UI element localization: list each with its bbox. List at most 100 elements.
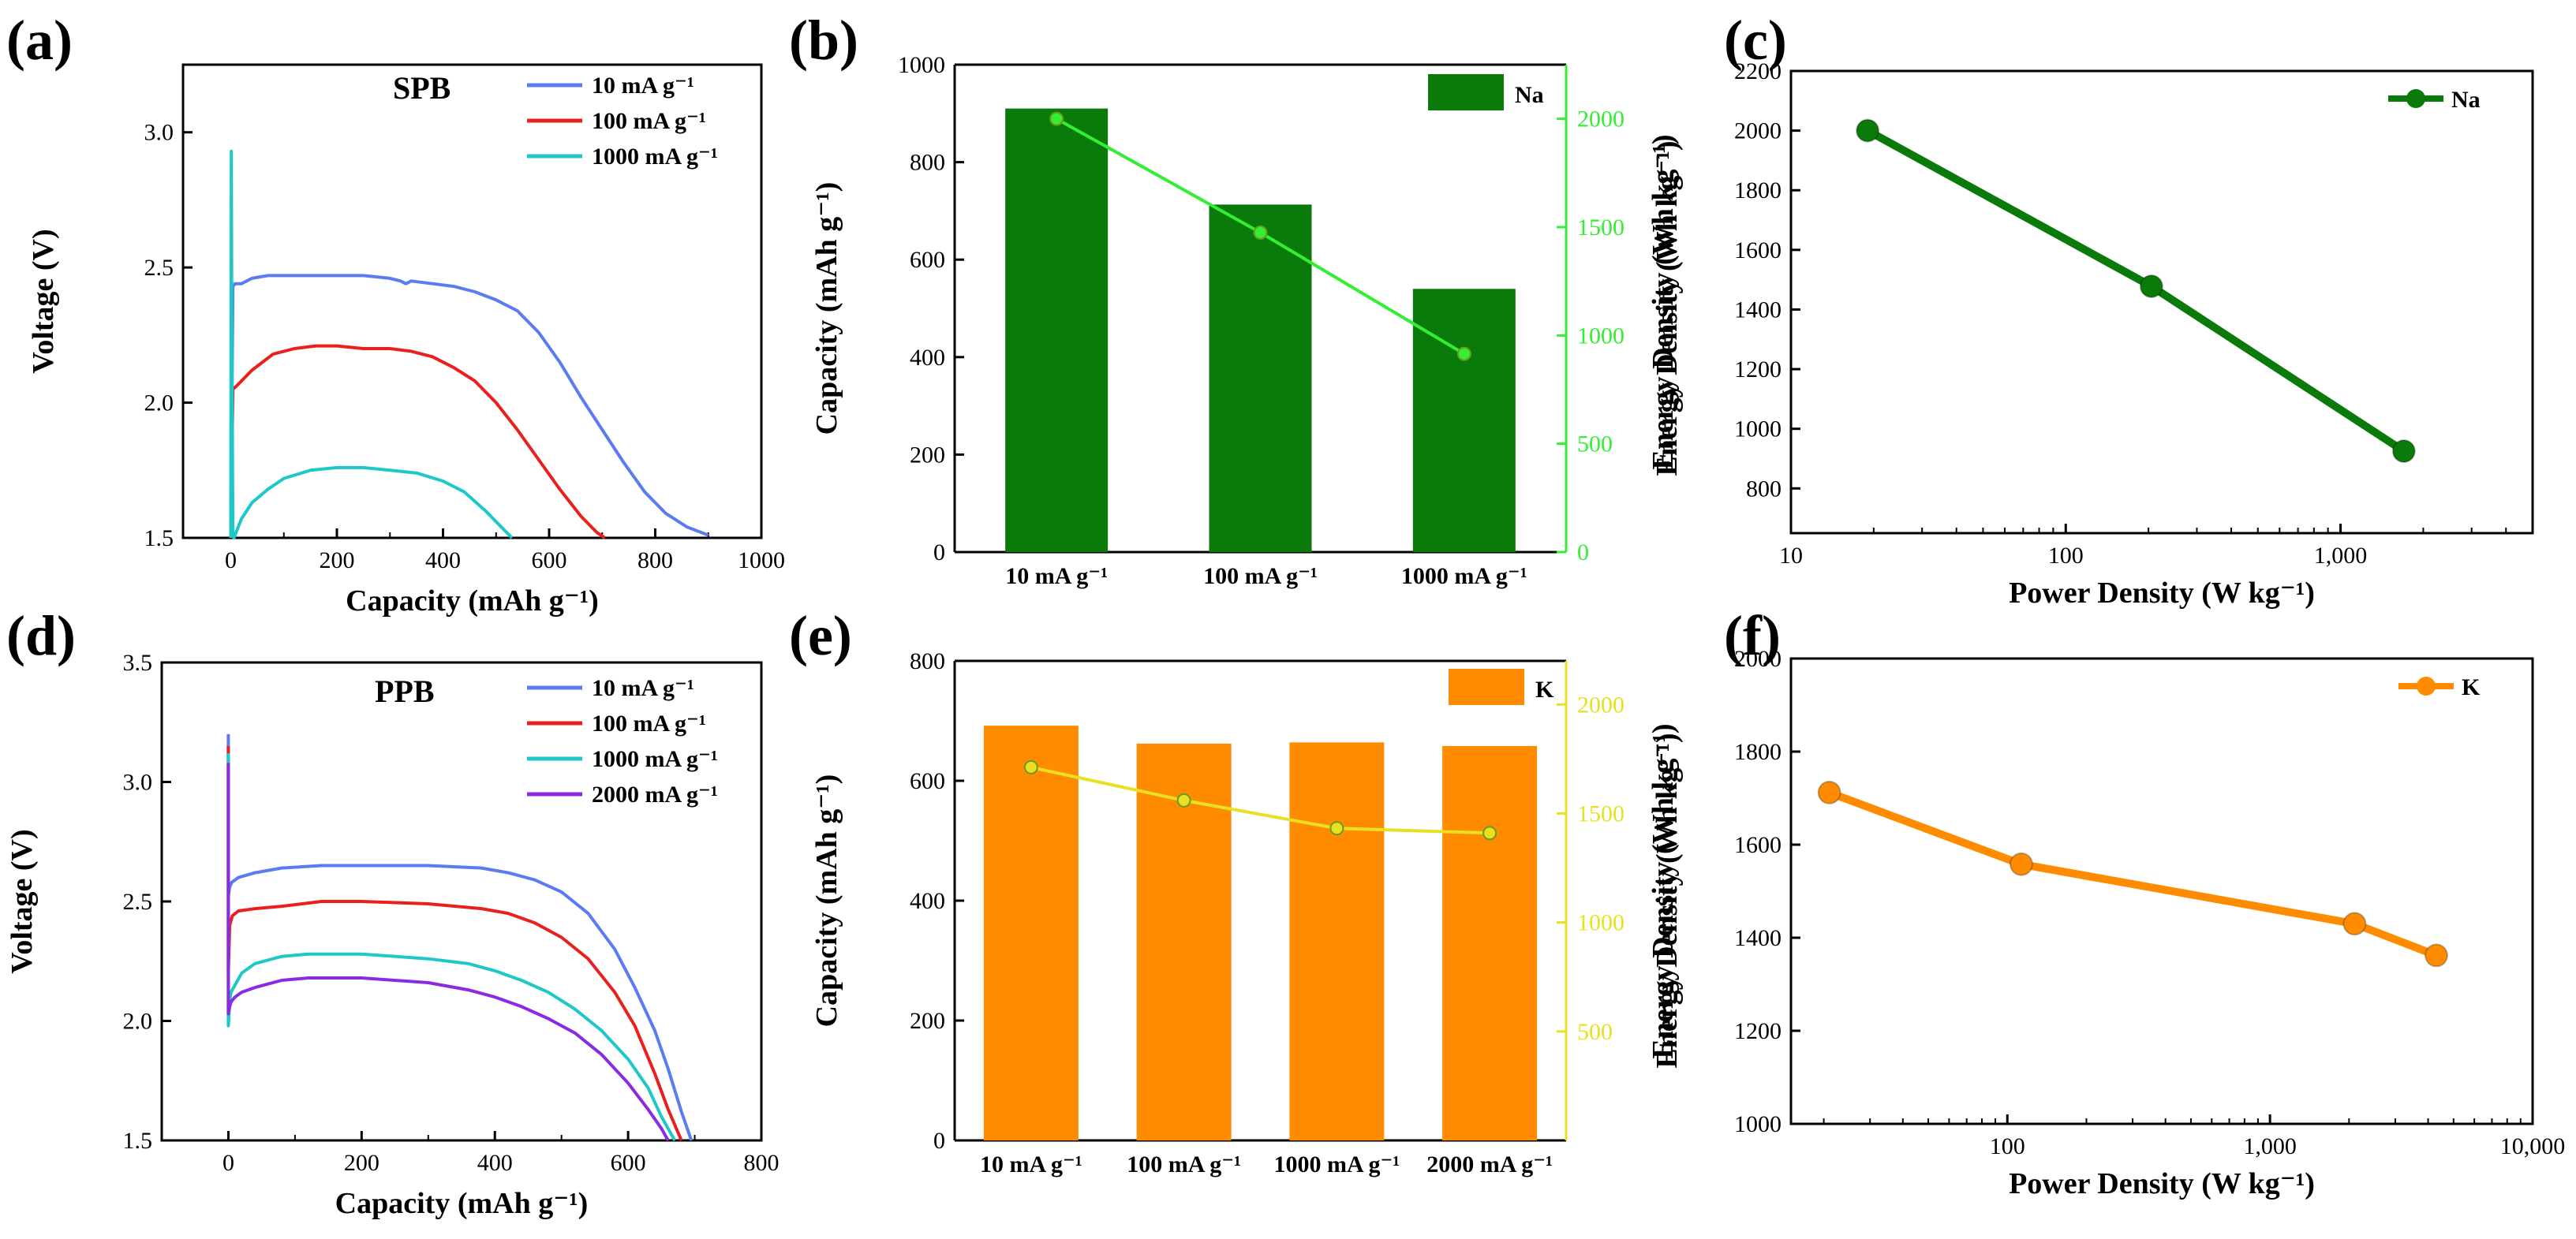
- x-tick-label: 100: [1990, 1133, 2025, 1159]
- energy-density-point: [1482, 826, 1497, 841]
- x-tick-label: 1,000: [2314, 543, 2368, 569]
- y-tick-label: 2.5: [123, 889, 153, 915]
- panel-label: (b): [789, 9, 858, 72]
- series-line-1: [229, 344, 606, 539]
- legend-label: 1000 mA g⁻¹: [592, 746, 718, 772]
- y-axis-label: Capacity (mAh g⁻¹): [810, 774, 843, 1028]
- y-tick-label: 400: [910, 888, 945, 914]
- series-line-0: [229, 274, 709, 539]
- y-tick-label: 2.5: [144, 255, 174, 281]
- y-tick-label: 2200: [1734, 58, 1782, 84]
- bar-2: [1289, 742, 1385, 1140]
- category-label: 10 mA g⁻¹: [1005, 563, 1108, 589]
- legend-label: Na: [2451, 87, 2481, 113]
- series-line: [1827, 789, 2438, 960]
- y2-tick-label: 2000: [1577, 692, 1624, 718]
- y-tick-label: 1200: [1734, 356, 1782, 383]
- legend-marker: [2406, 89, 2425, 108]
- energy-density-line: [1030, 765, 1490, 835]
- category-label: 100 mA g⁻¹: [1203, 563, 1318, 589]
- y-tick-label: 3.0: [123, 770, 153, 796]
- legend-label: 10 mA g⁻¹: [592, 73, 694, 99]
- data-point: [1817, 780, 1841, 804]
- cell-type-annotation: PPB: [375, 674, 435, 709]
- y-tick-label: 600: [910, 247, 945, 273]
- legend-label: 1000 mA g⁻¹: [592, 144, 718, 170]
- y-tick-label: 1.5: [144, 525, 174, 551]
- panel-label: (f): [1724, 604, 1781, 667]
- y-tick-label: 2000: [1734, 118, 1782, 144]
- category-label: 1000 mA g⁻¹: [1273, 1151, 1400, 1177]
- bar-1: [1136, 743, 1232, 1140]
- x-tick-label: 600: [532, 547, 567, 573]
- y2-tick-label: 1500: [1577, 215, 1624, 241]
- bar-0: [983, 726, 1079, 1140]
- bar-2: [1412, 289, 1516, 552]
- data-point: [2009, 852, 2033, 876]
- x-tick-label: 10,000: [2500, 1133, 2566, 1159]
- x-tick-label: 400: [425, 547, 461, 573]
- y-tick-label: 1400: [1734, 925, 1782, 951]
- data-point: [1856, 118, 1880, 143]
- bar-3: [1442, 745, 1538, 1140]
- bar-0: [1005, 108, 1109, 552]
- y-tick-label: 200: [910, 442, 945, 468]
- x-tick-label: 200: [344, 1150, 379, 1176]
- y-tick-label: 1.5: [123, 1128, 153, 1154]
- x-axis-label: Capacity (mAh g⁻¹): [346, 584, 599, 618]
- y-tick-label: 1800: [1734, 177, 1782, 203]
- energy-density-point: [1329, 821, 1344, 836]
- y2-tick-label: 500: [1577, 1019, 1613, 1045]
- legend-label: 2000 mA g⁻¹: [592, 782, 718, 808]
- x-tick-label: 800: [744, 1150, 780, 1176]
- y2-tick-label: 0: [1577, 539, 1589, 565]
- energy-density-point: [1176, 793, 1191, 808]
- y2-tick-label: 2000: [1577, 106, 1624, 132]
- legend-label: K: [2462, 674, 2481, 700]
- y-tick-label: 0: [933, 539, 945, 565]
- y-tick-label: 1800: [1734, 739, 1782, 765]
- panel-label: (e): [789, 604, 852, 667]
- x-tick-label: 800: [637, 547, 673, 573]
- y-tick-label: 1000: [1734, 416, 1782, 442]
- legend-label: 100 mA g⁻¹: [592, 711, 706, 737]
- y-tick-label: 800: [910, 648, 945, 674]
- plot-frame: [181, 63, 763, 539]
- y2-axis-label: Energy Density (Wh kg⁻¹): [1651, 140, 1684, 476]
- legend-swatch: [1449, 669, 1524, 705]
- data-point: [2342, 912, 2367, 936]
- x-tick-label: 1000: [738, 547, 785, 573]
- x-axis-label: Capacity (mAh g⁻¹): [335, 1187, 589, 1220]
- y2-tick-label: 1000: [1577, 910, 1624, 936]
- x-tick-label: 0: [222, 1150, 234, 1176]
- energy-density-point: [1049, 111, 1064, 126]
- y-tick-label: 3.5: [123, 650, 153, 676]
- legend-label: 100 mA g⁻¹: [592, 108, 706, 134]
- energy-density-point: [1023, 759, 1038, 774]
- y-tick-label: 2.0: [123, 1009, 153, 1035]
- y-axis-label: Energy Density (Wh kg⁻¹): [1647, 134, 1680, 469]
- y-tick-label: 1600: [1734, 237, 1782, 263]
- y-tick-label: 400: [910, 345, 945, 371]
- plot-frame: [1789, 69, 2534, 535]
- series-line-0: [226, 733, 694, 1141]
- x-tick-label: 200: [320, 547, 355, 573]
- series-line-2: [226, 753, 676, 1141]
- x-tick-label: 100: [2048, 543, 2084, 569]
- y-tick-label: 2000: [1734, 646, 1782, 672]
- legend-marker: [2417, 677, 2436, 696]
- y2-tick-label: 1000: [1577, 323, 1624, 349]
- x-tick-label: 10: [1779, 543, 1803, 569]
- y-axis-label: Capacity (mAh g⁻¹): [810, 182, 843, 435]
- panel-label: (a): [6, 9, 73, 72]
- x-tick-label: 0: [225, 547, 237, 573]
- y2-tick-label: 1500: [1577, 800, 1624, 827]
- y-axis-label: Energy Density (Wh kg⁻¹): [1647, 723, 1680, 1058]
- series-line-3: [226, 763, 670, 1141]
- energy-density-point: [1456, 346, 1471, 361]
- panel-label: (c): [1724, 9, 1787, 72]
- x-tick-label: 1,000: [2243, 1133, 2297, 1159]
- data-point: [2391, 439, 2416, 464]
- legend-swatch: [1428, 74, 1504, 110]
